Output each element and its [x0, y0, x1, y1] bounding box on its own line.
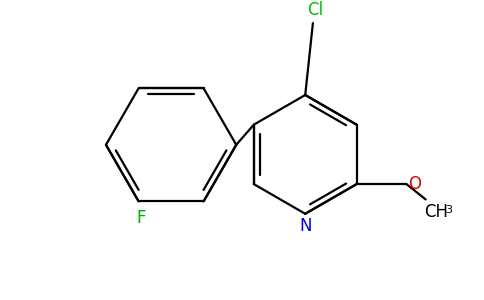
Text: N: N: [299, 217, 312, 235]
Text: Cl: Cl: [307, 1, 323, 19]
Text: O: O: [408, 175, 422, 193]
Text: CH: CH: [424, 203, 448, 221]
Text: 3: 3: [445, 205, 452, 215]
Text: F: F: [136, 209, 146, 227]
